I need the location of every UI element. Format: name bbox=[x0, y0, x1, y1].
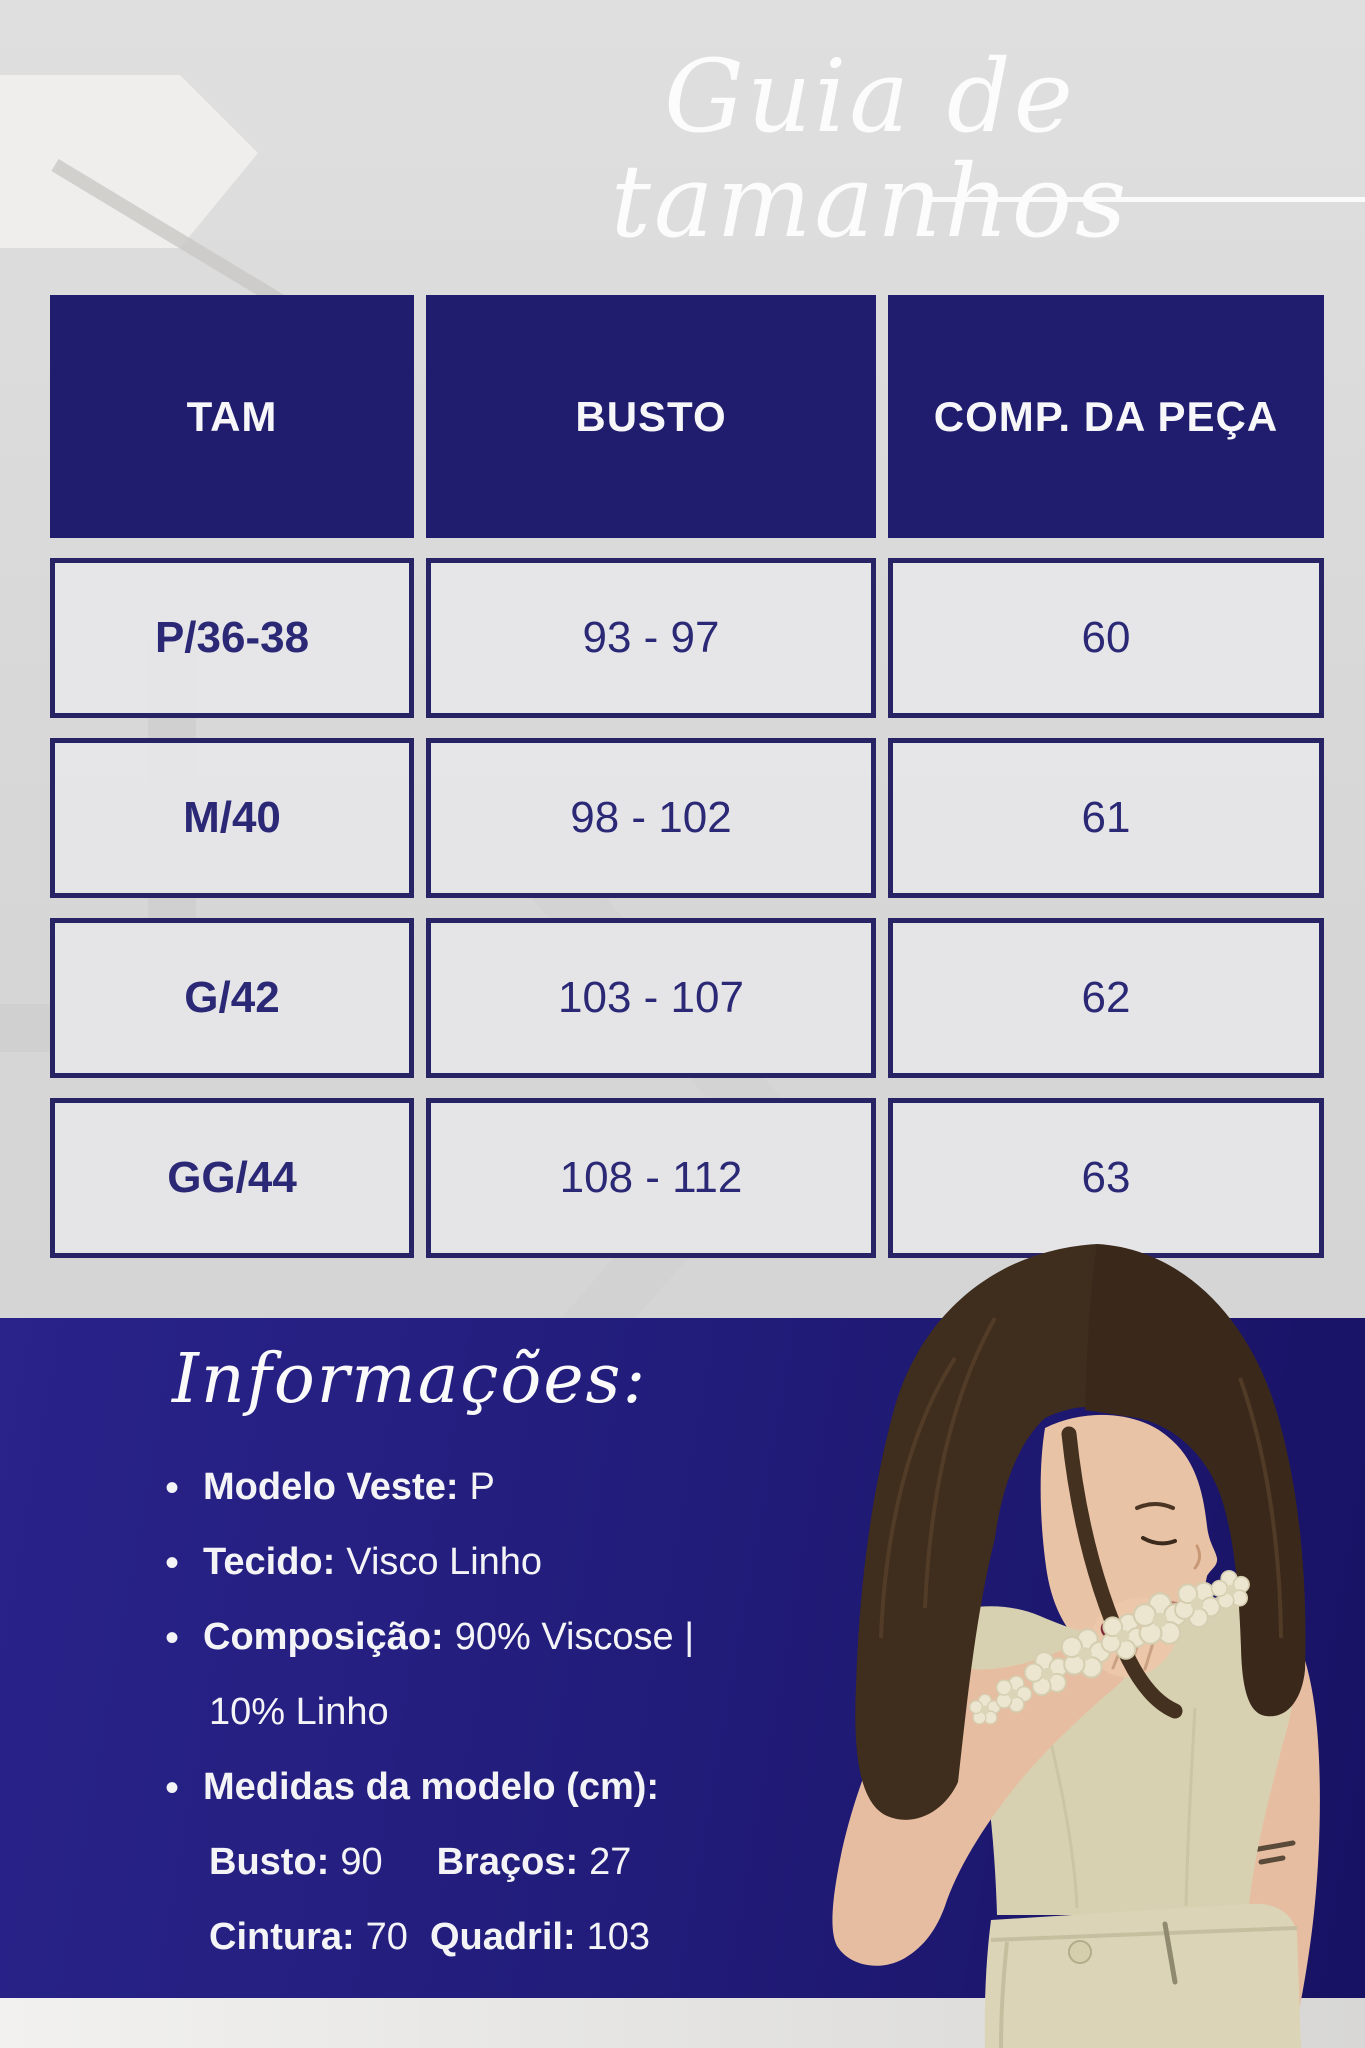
model-photo bbox=[832, 1244, 1320, 2048]
info-list: • Modelo Veste: P • Tecido: Visco Linho … bbox=[165, 1450, 694, 1975]
info-item-tecido: • Tecido: Visco Linho bbox=[165, 1540, 543, 1585]
info-item-composicao-line2: 10% Linho bbox=[209, 1691, 389, 1733]
info-item-medidas: • Medidas da modelo (cm): bbox=[165, 1765, 660, 1810]
table-cell-busto-g: 103 - 107 bbox=[426, 918, 876, 1078]
table-cell-size-g: G/42 bbox=[50, 918, 414, 1078]
table-cell-comp-g: 62 bbox=[888, 918, 1324, 1078]
table-cell-size-p: P/36-38 bbox=[50, 558, 414, 718]
bullet-icon: • bbox=[165, 1765, 180, 1810]
column-header-busto: BUSTO bbox=[426, 295, 876, 538]
bullet-icon: • bbox=[165, 1465, 180, 1510]
column-header-comp: COMP. DA PEÇA bbox=[888, 295, 1324, 538]
page-title: Guia de tamanhos bbox=[610, 38, 1130, 260]
info-panel: Informações: • Modelo Veste: P • Tecido:… bbox=[0, 1318, 1365, 1998]
info-item-composicao: • Composição: 90% Viscose | bbox=[165, 1615, 695, 1660]
table-cell-busto-m: 98 - 102 bbox=[426, 738, 876, 898]
bullet-icon: • bbox=[165, 1540, 180, 1585]
title-underline bbox=[928, 197, 1365, 202]
column-header-tam: TAM bbox=[50, 295, 414, 538]
info-item-modelo-veste: • Modelo Veste: P bbox=[165, 1465, 495, 1510]
table-cell-busto-p: 93 - 97 bbox=[426, 558, 876, 718]
table-cell-comp-gg: 63 bbox=[888, 1098, 1324, 1258]
table-cell-size-gg: GG/44 bbox=[50, 1098, 414, 1258]
table-cell-size-m: M/40 bbox=[50, 738, 414, 898]
model-measurements-line-2: Cintura: 70 Quadril: 103 bbox=[209, 1916, 651, 1958]
info-heading: Informações: bbox=[172, 1340, 648, 1419]
table-cell-comp-p: 60 bbox=[888, 558, 1324, 718]
bullet-icon: • bbox=[165, 1615, 180, 1660]
size-table: TAM BUSTO COMP. DA PEÇA P/36-38 93 - 97 … bbox=[50, 295, 1324, 1258]
table-cell-comp-m: 61 bbox=[888, 738, 1324, 898]
table-cell-busto-gg: 108 - 112 bbox=[426, 1098, 876, 1258]
model-measurements-line-1: Busto: 90 Braços: 27 bbox=[209, 1841, 632, 1883]
